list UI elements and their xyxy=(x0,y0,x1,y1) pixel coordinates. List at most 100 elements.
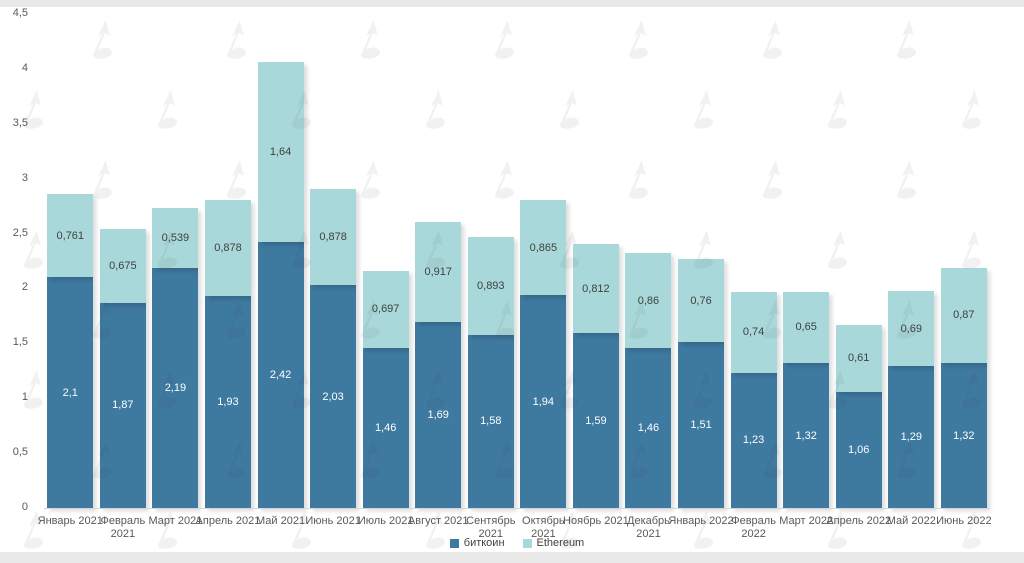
bar-slot: 1,06 0,61 Апрель 2022 xyxy=(826,14,891,527)
bar-value-label: 1,32 xyxy=(795,429,817,442)
legend: биткоин Ethereum xyxy=(44,537,990,549)
bar-value-label: 2,19 xyxy=(164,381,187,394)
bar-segment-bitcoin: 1,51 xyxy=(678,342,725,508)
bar-slot: 1,23 0,74 Февраль 2022 xyxy=(727,14,780,540)
legend-label: биткоин xyxy=(463,537,505,549)
window-frame-top xyxy=(0,0,1024,7)
bar-segment-ethereum: 0,812 xyxy=(572,244,619,334)
bar-slot: 2,03 0,878 Июнь 2021 xyxy=(305,14,361,527)
bar-segment-bitcoin: 1,46 xyxy=(625,347,672,508)
bar-segment-bitcoin: 1,32 xyxy=(783,363,830,508)
legend-swatch-icon xyxy=(449,538,459,548)
bar-value-label: 0,865 xyxy=(529,241,558,254)
bar-value-label: 1,32 xyxy=(953,429,975,442)
bar-segment-ethereum: 0,697 xyxy=(362,271,409,348)
bar-value-label: 0,69 xyxy=(900,322,922,335)
bar-segment-bitcoin: 1,58 xyxy=(467,334,514,508)
bar-segment-ethereum: 0,69 xyxy=(888,290,935,367)
bar-segment-bitcoin: 1,29 xyxy=(888,366,935,508)
bar-segment-ethereum: 0,893 xyxy=(467,236,514,335)
bar-value-label: 0,65 xyxy=(795,321,817,334)
stacked-bar: 2,03 0,878 xyxy=(310,14,357,508)
bar-segment-ethereum: 0,917 xyxy=(415,221,462,323)
bar-slot: 1,51 0,76 Январь 2022 xyxy=(668,14,734,527)
bar-value-label: 0,76 xyxy=(690,294,712,307)
bar-value-label: 1,51 xyxy=(690,419,712,432)
stacked-bar: 1,32 0,65 xyxy=(783,14,830,508)
y-axis-tick-label: 0,5 xyxy=(12,446,28,459)
stacked-bar: 2,19 0,539 xyxy=(152,14,199,508)
bar-segment-ethereum: 1,64 xyxy=(257,62,304,243)
bar-value-label: 0,893 xyxy=(477,279,505,292)
bar-value-label: 2,03 xyxy=(322,390,344,403)
bar-value-label: 1,23 xyxy=(742,434,765,447)
bar-segment-bitcoin: 2,03 xyxy=(310,285,357,508)
bar-segment-bitcoin: 1,87 xyxy=(99,302,146,508)
bar-segment-ethereum: 0,675 xyxy=(99,228,146,303)
legend-label: Ethereum xyxy=(536,537,585,549)
bar-value-label: 0,812 xyxy=(582,282,610,295)
bar-segment-bitcoin: 2,1 xyxy=(47,277,94,508)
stacked-bar: 1,46 0,697 xyxy=(362,14,409,508)
bar-segment-ethereum: 0,761 xyxy=(47,193,94,278)
bar-slot: 1,46 0,697 Июль 2021 xyxy=(358,14,413,527)
stacked-bar: 1,06 0,61 xyxy=(835,14,882,508)
bar-slot: 1,32 0,87 Июнь 2022 xyxy=(936,14,992,527)
bar-value-label: 0,675 xyxy=(109,259,137,272)
bar-value-label: 0,61 xyxy=(848,352,870,365)
bar-slot: 1,46 0,86 Декабрь 2021 xyxy=(622,14,675,540)
bar-value-label: 0,878 xyxy=(319,230,347,243)
stacked-bar: 1,94 0,865 xyxy=(520,14,567,508)
stacked-bar: 1,93 0,878 xyxy=(204,14,251,508)
bar-value-label: 0,761 xyxy=(56,229,85,242)
y-axis-tick-label: 3,5 xyxy=(12,116,28,129)
bar-segment-bitcoin: 2,42 xyxy=(257,242,304,508)
bar-value-label: 1,64 xyxy=(269,146,292,159)
bar-slot: 1,29 0,69 Май 2022 xyxy=(885,14,938,527)
bar-segment-bitcoin: 1,59 xyxy=(572,333,619,508)
y-axis-tick-label: 0 xyxy=(21,501,28,513)
stacked-bar: 1,23 0,74 xyxy=(730,14,777,508)
bar-segment-ethereum: 0,878 xyxy=(310,188,357,286)
y-axis-tick-label: 2,5 xyxy=(12,226,28,239)
bar-value-label: 0,878 xyxy=(214,241,242,254)
stacked-bar: 1,87 0,675 xyxy=(99,14,146,508)
plot-area: 2,1 0,761 Январь 2021 1,87 0,675 Февраль 2021… xyxy=(38,14,992,540)
stacked-bar: 1,69 0,917 xyxy=(415,14,462,508)
legend-item: Ethereum xyxy=(522,537,585,549)
y-axis-tick-label: 3 xyxy=(21,171,28,184)
stacked-bar: 1,51 0,76 xyxy=(678,14,725,508)
bar-segment-ethereum: 0,61 xyxy=(835,324,882,392)
window-frame-bottom xyxy=(0,552,1024,563)
bar-value-label: 1,93 xyxy=(217,396,239,409)
stacked-bar: 2,42 1,64 xyxy=(257,14,304,508)
bar-value-label: 1,69 xyxy=(427,409,449,422)
bar-segment-bitcoin: 1,32 xyxy=(940,363,987,508)
bar-slot: 1,93 0,878 Апрель 2021 xyxy=(196,14,260,527)
y-axis-tick-label: 1,5 xyxy=(12,336,28,349)
bar-slot: 1,69 0,917 Август 2021 xyxy=(408,14,469,527)
bar-value-label: 0,539 xyxy=(161,232,190,245)
bar-value-label: 0,917 xyxy=(424,266,452,279)
y-axis-tick-label: 1 xyxy=(21,391,28,404)
bar-segment-ethereum: 0,86 xyxy=(625,253,672,348)
bar-segment-ethereum: 0,878 xyxy=(204,199,251,297)
bar-segment-bitcoin: 2,19 xyxy=(152,267,199,508)
bar-value-label: 0,87 xyxy=(953,309,975,322)
bar-value-label: 2,42 xyxy=(269,369,292,382)
bar-segment-bitcoin: 1,23 xyxy=(730,372,777,508)
stacked-bar: 1,32 0,87 xyxy=(940,14,987,508)
bar-segment-ethereum: 0,76 xyxy=(678,258,725,343)
bar-value-label: 0,74 xyxy=(742,326,765,339)
legend-swatch-icon xyxy=(522,538,532,548)
bar-segment-ethereum: 0,65 xyxy=(783,291,830,364)
y-axis-tick-label: 4 xyxy=(21,61,28,74)
bar-segment-bitcoin: 1,93 xyxy=(204,296,251,508)
bar-value-label: 1,46 xyxy=(374,421,397,434)
bar-slot: 2,42 1,64 Май 2021 xyxy=(254,14,307,527)
y-axis-tick-label: 4,5 xyxy=(12,7,28,19)
bar-segment-ethereum: 0,87 xyxy=(940,267,987,364)
bar-value-label: 1,58 xyxy=(480,415,502,428)
stacked-bar: 1,29 0,69 xyxy=(888,14,935,508)
bar-segment-bitcoin: 1,94 xyxy=(520,295,567,508)
